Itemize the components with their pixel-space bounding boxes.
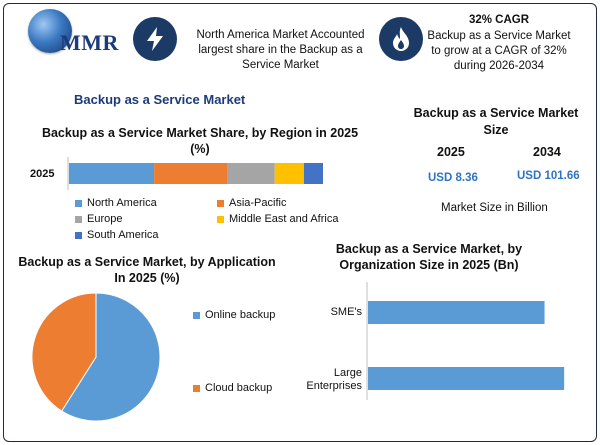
- flame-icon: [379, 17, 423, 61]
- pie-legend-cloud-label: Cloud backup: [205, 382, 273, 394]
- header-left-text: North America Market Accounted largest s…: [196, 29, 365, 71]
- pie-slice-cloud-backup: [31, 292, 97, 412]
- cloud-backup-swatch: [193, 384, 200, 392]
- region-legend-swatch-sa: [75, 231, 82, 239]
- year-2025-label: 2025: [437, 145, 465, 159]
- region-legend-swatch-europe: [75, 215, 82, 223]
- pie-legend-cloud: Cloud backup: [193, 382, 272, 394]
- region-legend-item-mea: Middle East and Africa: [217, 213, 338, 225]
- region-legend-item-na: North America: [75, 197, 157, 209]
- region-legend-swatch-apac: [217, 199, 224, 207]
- pie-legend-online-label: Online backup: [205, 309, 276, 321]
- application-chart-title: Backup as a Service Market, by Applicati…: [18, 255, 276, 285]
- market-size-2034-value: USD 101.66: [517, 170, 580, 182]
- region-legend-swatch-na: [75, 199, 82, 207]
- market-size-unit-label: Market Size in Billion: [441, 202, 548, 214]
- market-size-2025-value: USD 8.36: [428, 172, 478, 184]
- region-legend-item-sa: South America: [75, 229, 159, 241]
- region-legend-label-sa: South America: [87, 229, 159, 241]
- year-2034-label: 2034: [533, 145, 561, 159]
- pie-legend-online: Online backup: [193, 309, 275, 321]
- region-legend-label-na: North America: [87, 197, 157, 209]
- region-bar-segment-apac: [154, 163, 228, 184]
- organization-chart-title: Backup as a Service Market, by Organizat…: [335, 242, 523, 272]
- region-bar-segment-mea: [274, 163, 304, 184]
- region-bar-segment-na: [69, 163, 155, 184]
- region-legend-label-mea: Middle East and Africa: [229, 213, 339, 225]
- market-size-title: Backup as a Service Market Size: [413, 106, 579, 137]
- online-backup-swatch: [193, 311, 200, 319]
- region-chart-title: Backup as a Service Market Share, by Reg…: [41, 126, 359, 156]
- pie-slice-online-backup: [61, 292, 161, 422]
- org-bar-sme: [368, 301, 545, 324]
- logo-text: MMR: [60, 30, 119, 55]
- region-bar-segment-europe: [227, 163, 275, 184]
- cagr-text: Backup as a Service Market to grow at a …: [427, 30, 571, 72]
- region-category-label: 2025: [30, 168, 55, 180]
- org-label-large: Large Enterprises: [306, 367, 362, 392]
- region-legend-label-europe: Europe: [87, 213, 123, 225]
- region-legend-item-apac: Asia-Pacific: [217, 197, 286, 209]
- region-bar-segment-sa: [303, 163, 323, 184]
- region-legend-item-europe: Europe: [75, 213, 122, 225]
- region-legend-label-apac: Asia-Pacific: [229, 197, 287, 209]
- org-bar-large-enterprises: [368, 367, 565, 390]
- org-label-sme: SME's: [330, 306, 362, 318]
- lightning-icon: [133, 17, 177, 61]
- cagr-title: 32% CAGR: [468, 14, 530, 26]
- globe-logo-icon: [28, 9, 72, 53]
- page-title: Backup as a Service Market: [74, 92, 246, 107]
- region-legend-swatch-mea: [217, 215, 224, 223]
